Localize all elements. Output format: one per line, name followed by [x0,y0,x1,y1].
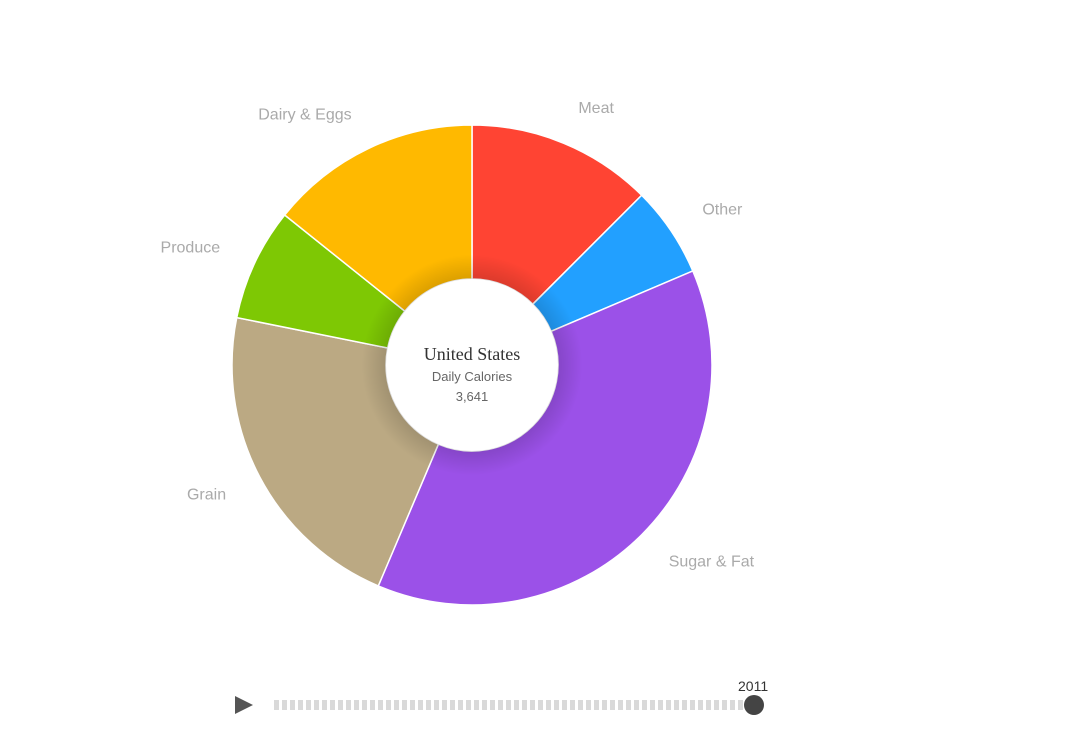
slice-label-sugar-fat: Sugar & Fat [669,553,755,570]
center-circle [386,279,558,451]
timeline-player: 2011 [230,670,790,720]
center-subtitle: Daily Calories [432,369,513,384]
center-value: 3,641 [456,389,489,404]
center-title: United States [424,344,521,364]
play-icon[interactable] [235,696,253,714]
timeline-year-label: 2011 [738,678,769,694]
slice-label-other: Other [702,201,743,218]
slice-label-grain: Grain [187,487,226,504]
slice-label-dairy-eggs: Dairy & Eggs [258,106,351,123]
timeline-track[interactable] [274,700,754,710]
slice-label-produce: Produce [161,239,221,256]
slice-labels: Meat Other Sugar & Fat Grain Produce Dairy & … [161,100,755,570]
timeline-handle[interactable] [744,695,764,715]
slice-label-meat: Meat [578,100,614,117]
